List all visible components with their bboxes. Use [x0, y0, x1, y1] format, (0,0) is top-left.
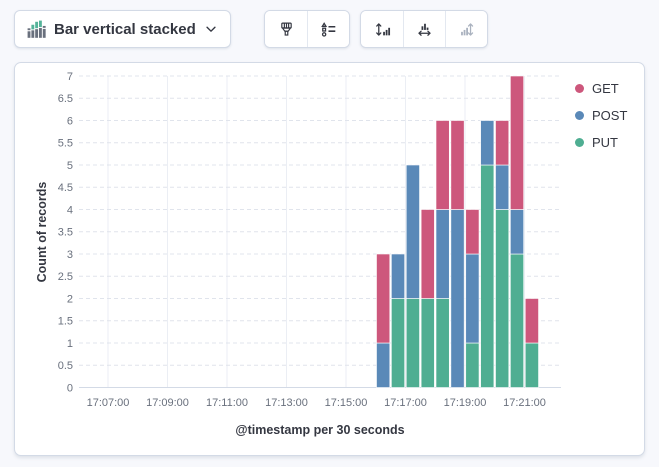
axis-right-icon: [458, 21, 475, 38]
x-axis-tick-label: 17:09:00: [146, 397, 189, 409]
style-button-group: [264, 10, 350, 48]
y-axis-tick-label: 1: [67, 338, 73, 350]
bar-segment-post[interactable]: [465, 253, 480, 344]
bar-segment-get[interactable]: [376, 253, 391, 344]
y-axis-tick-label: 0.5: [58, 360, 73, 372]
y-axis-tick-label: 5: [67, 160, 73, 172]
x-axis-tick-label: 17:11:00: [206, 397, 248, 409]
stacked-bar-chart-type-icon: [27, 20, 46, 39]
legend-settings-icon: [320, 21, 337, 38]
bar-segment-get[interactable]: [435, 120, 450, 210]
bar-segment-get[interactable]: [465, 209, 480, 255]
y-axis-tick-label: 0: [67, 382, 73, 394]
bar-segment-put[interactable]: [391, 298, 405, 388]
y-axis-tick-label: 2.5: [58, 271, 73, 283]
chart-panel: 0 0.5 1 1.5 2 2.5 3 3.5 4 4.5 5 5.5 6 6.5 7 17:07:00 17:…: [14, 62, 645, 456]
paintbrush-icon: [278, 21, 295, 38]
bar-segment-post[interactable]: [405, 164, 420, 299]
x-axis-tick-label: 17:13:00: [265, 397, 308, 409]
y-axis-tick-label: 5.5: [58, 138, 73, 150]
x-axis-tick-label: 17:07:00: [87, 397, 130, 409]
axis-button-group: [360, 10, 488, 48]
bar-segment-put[interactable]: [465, 342, 480, 388]
chart-legend: GET POST PUT: [575, 75, 627, 156]
y-axis-tick-label: 4: [67, 204, 73, 216]
bar-segment-post[interactable]: [435, 209, 450, 299]
x-axis-tick-label: 17:19:00: [444, 397, 487, 409]
legend-label: GET: [592, 81, 619, 96]
bar-segment-put[interactable]: [524, 342, 539, 388]
bar-segment-put[interactable]: [420, 298, 435, 388]
y-axis-tick-label: 7: [67, 71, 73, 83]
bar-segment-get[interactable]: [450, 120, 465, 210]
bar-segment-post[interactable]: [495, 164, 510, 210]
legend-item-post[interactable]: POST: [575, 102, 627, 129]
bar-segment-post[interactable]: [480, 120, 495, 166]
chart-type-selector[interactable]: Bar vertical stacked: [14, 10, 231, 48]
bar-segment-get[interactable]: [420, 209, 435, 299]
legend-item-put[interactable]: PUT: [575, 129, 627, 156]
legend-settings-button[interactable]: [307, 11, 349, 47]
appearance-button[interactable]: [265, 11, 307, 47]
y-axis-tick-label: 3: [67, 249, 73, 261]
legend-item-get[interactable]: GET: [575, 75, 627, 102]
legend-dot-icon: [575, 111, 584, 120]
toolbar: Bar vertical stacked: [0, 0, 659, 58]
bar-segment-get[interactable]: [495, 120, 510, 166]
bottom-axis-button[interactable]: [403, 11, 445, 47]
x-axis-tick-label: 17:17:00: [384, 397, 427, 409]
axis-bottom-icon: [416, 21, 433, 38]
legend-dot-icon: [575, 84, 584, 93]
y-axis-tick-label: 1.5: [58, 316, 73, 328]
right-axis-button[interactable]: [445, 11, 487, 47]
chart-type-label: Bar vertical stacked: [54, 20, 196, 38]
x-axis-title: @timestamp per 30 seconds: [235, 423, 405, 437]
bar-segment-get[interactable]: [524, 298, 539, 344]
y-axis-tick-label: 6.5: [58, 93, 73, 105]
y-axis-tick-label: 6: [67, 115, 73, 127]
axis-left-icon: [374, 21, 391, 38]
bar-segment-put[interactable]: [495, 209, 510, 388]
bar-segment-put[interactable]: [510, 253, 524, 388]
bar-segment-post[interactable]: [450, 209, 465, 388]
bar-segment-put[interactable]: [435, 298, 450, 388]
bar-segment-post[interactable]: [510, 209, 524, 255]
stacked-bar-chart[interactable]: 0 0.5 1 1.5 2 2.5 3 3.5 4 4.5 5 5.5 6 6.5 7 17:07:00 17:…: [15, 63, 646, 457]
bar-segment-get[interactable]: [510, 75, 524, 210]
bar-segment-put[interactable]: [405, 298, 420, 388]
bar-segment-post[interactable]: [376, 342, 391, 388]
bar-segment-put[interactable]: [480, 164, 495, 388]
left-axis-button[interactable]: [361, 11, 403, 47]
legend-label: PUT: [592, 135, 618, 150]
y-axis-tick-label: 2: [67, 293, 73, 305]
x-axis-tick-label: 17:21:00: [503, 397, 546, 409]
x-axis-tick-label: 17:15:00: [325, 397, 368, 409]
legend-label: POST: [592, 108, 628, 123]
y-axis-title: Count of records: [35, 181, 49, 283]
y-axis-tick-label: 3.5: [58, 227, 73, 239]
y-axis-tick-label: 4.5: [58, 182, 73, 194]
legend-dot-icon: [575, 138, 584, 147]
bar-segment-post[interactable]: [391, 253, 405, 299]
chevron-down-icon: [204, 22, 218, 36]
